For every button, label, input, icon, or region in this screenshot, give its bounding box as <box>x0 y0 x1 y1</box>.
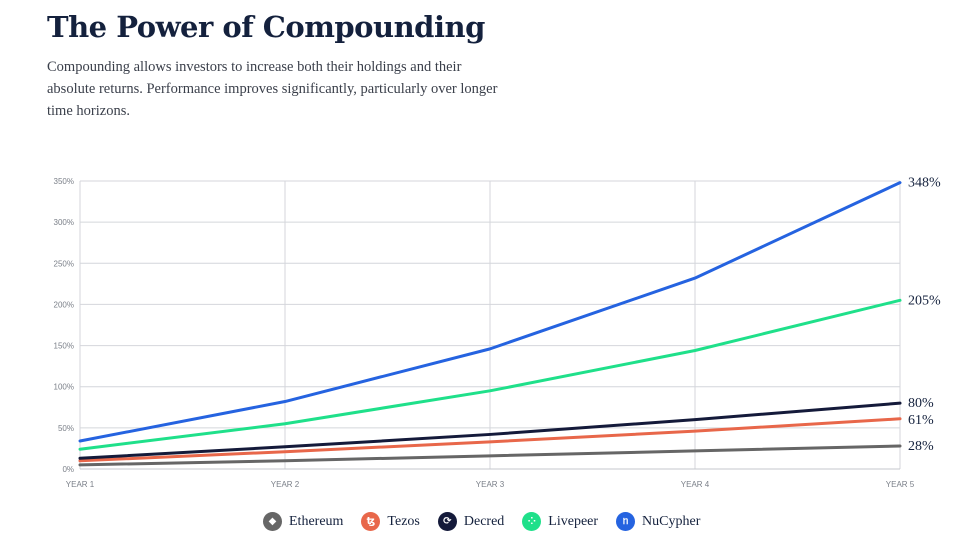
line-chart: 0% 50% 100% 150% 200% 250% 300% 350% YEAR 1 YEAR … <box>54 176 941 489</box>
series-line-livepeer <box>78 298 902 451</box>
series-lines <box>78 181 902 467</box>
legend: ◆ Ethereum ꜩ Tezos ⟳ Decred ⁘ Livepeer ᥒ NuCypher <box>263 512 700 531</box>
nucypher-icon: ᥒ <box>616 512 636 531</box>
end-label-nucypher: 348% <box>908 176 941 191</box>
series-line-ethereum <box>78 444 902 467</box>
x-tick-label: YEAR 1 <box>66 480 95 489</box>
ethereum-icon: ◆ <box>263 512 282 531</box>
x-tick-label: YEAR 3 <box>476 480 505 489</box>
y-tick-label: 350% <box>54 177 74 186</box>
legend-item-tezos: ꜩ Tezos <box>361 512 420 531</box>
x-tick-label: YEAR 4 <box>681 480 710 489</box>
chart-subtitle: Compounding allows investors to increase… <box>47 59 498 119</box>
legend-item-decred: ⟳ Decred <box>437 512 505 531</box>
end-label-ethereum: 28% <box>908 439 934 454</box>
legend-label: Ethereum <box>289 513 344 529</box>
legend-label: Tezos <box>387 513 420 529</box>
chart-title: The Power of Compounding <box>47 10 485 44</box>
y-tick-label: 0% <box>62 465 74 474</box>
legend-label: Decred <box>463 513 505 529</box>
legend-item-ethereum: ◆ Ethereum <box>263 512 343 531</box>
grid <box>79 180 901 470</box>
y-tick-label: 100% <box>54 383 74 392</box>
end-label-livepeer: 205% <box>908 293 941 308</box>
livepeer-icon: ⁘ <box>522 512 542 531</box>
y-tick-label: 50% <box>58 424 74 433</box>
end-label-decred: 80% <box>908 396 934 411</box>
end-label-tezos: 61% <box>908 413 934 428</box>
series-line-nucypher <box>78 181 902 443</box>
legend-label: NuCypher <box>642 513 701 529</box>
decred-icon: ⟳ <box>437 512 457 531</box>
legend-item-nucypher: ᥒ NuCypher <box>616 512 700 531</box>
x-tick-label: YEAR 5 <box>886 480 915 489</box>
series-line-decred <box>78 401 902 460</box>
x-tick-label: YEAR 2 <box>271 480 300 489</box>
series-line-tezos <box>78 417 902 463</box>
y-tick-label: 150% <box>54 342 74 351</box>
y-tick-label: 300% <box>54 218 74 227</box>
legend-item-livepeer: ⁘ Livepeer <box>522 512 598 531</box>
tezos-icon: ꜩ <box>361 512 381 531</box>
y-tick-label: 200% <box>54 300 74 309</box>
end-labels: 348% 205% 80% 61% 28% <box>908 176 941 454</box>
legend-label: Livepeer <box>548 513 599 529</box>
y-tick-label: 250% <box>54 259 74 268</box>
axis-labels: 0% 50% 100% 150% 200% 250% 300% 350% YEAR 1 YEAR … <box>54 177 915 489</box>
